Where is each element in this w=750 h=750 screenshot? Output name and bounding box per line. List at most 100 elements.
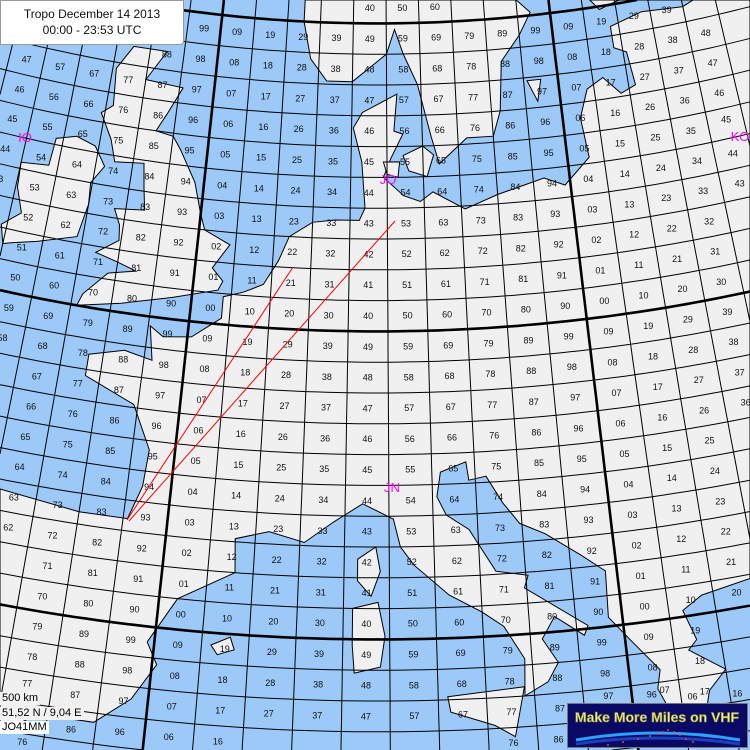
square-label-JN67: 67 [446, 402, 456, 412]
square-label-JN46: 46 [362, 434, 372, 444]
square-label-KO15: 15 [615, 138, 625, 148]
square-label-JO61: 61 [441, 279, 451, 289]
square-label-JO05: 05 [220, 150, 230, 160]
field-label-KO: KO [731, 129, 750, 144]
square-label-JN75: 75 [491, 461, 501, 471]
square-label-IN63: 63 [9, 492, 19, 502]
square-label-IN77: 77 [73, 379, 83, 389]
square-label-JN16: 16 [236, 429, 246, 439]
square-parallel [0, 635, 750, 671]
square-label-IO75: 75 [113, 136, 123, 146]
square-label-JN57: 57 [404, 403, 414, 413]
square-label-JN69: 69 [443, 340, 453, 350]
square-label-JO44: 44 [364, 188, 374, 198]
square-parallel [0, 36, 750, 86]
square-parallel [0, 541, 750, 579]
square-label-JO24: 24 [290, 186, 300, 196]
square-meridian [340, 0, 355, 750]
square-label-JN34: 34 [318, 495, 328, 505]
square-label-JO90: 90 [560, 301, 570, 311]
square-label-JO51: 51 [402, 280, 412, 290]
square-label-JO54: 54 [400, 188, 410, 198]
square-label-IO47: 47 [22, 54, 32, 64]
square-label-KM16: 16 [732, 689, 742, 699]
square-label-KO46: 46 [714, 88, 724, 98]
square-label-IO54: 54 [36, 152, 46, 162]
square-label-IN59: 59 [4, 303, 14, 313]
square-label-KO26: 26 [645, 102, 655, 112]
square-label-JN12: 12 [227, 552, 237, 562]
square-label-KO38: 38 [668, 35, 678, 45]
square-label-KO36: 36 [680, 96, 690, 106]
square-label-JO11: 11 [247, 276, 256, 286]
square-label-IM79: 79 [32, 622, 42, 632]
square-label-JO36: 36 [329, 126, 339, 136]
square-label-JO71: 71 [480, 277, 490, 287]
square-label-JP50: 50 [397, 3, 407, 13]
square-label-JN93: 93 [583, 515, 593, 525]
square-label-IO50: 50 [10, 273, 20, 283]
square-label-IN67: 67 [32, 371, 42, 381]
square-label-IN72: 72 [47, 531, 57, 541]
square-label-KO31: 31 [710, 247, 720, 257]
square-label-KN20: 20 [731, 587, 741, 597]
square-label-JO35: 35 [328, 156, 338, 166]
square-label-KN37: 37 [735, 367, 745, 377]
square-label-KO37: 37 [674, 65, 684, 75]
square-label-JN72: 72 [497, 554, 507, 564]
square-label-JN23: 23 [273, 524, 283, 534]
square-label-JN76: 76 [489, 431, 499, 441]
land-mallorca [210, 636, 235, 656]
square-label-JN92: 92 [587, 546, 597, 556]
square-label-IO73: 73 [103, 196, 113, 206]
square-label-KO28: 28 [634, 42, 644, 52]
square-label-KO33: 33 [698, 186, 708, 196]
square-label-KO00: 00 [599, 296, 609, 306]
square-label-JN82: 82 [542, 550, 552, 560]
square-label-IM87: 87 [70, 690, 80, 700]
square-label-IO61: 61 [55, 250, 65, 260]
square-label-KN04: 04 [623, 479, 633, 489]
square-label-JP60: 60 [430, 2, 440, 12]
square-label-JO48: 48 [364, 65, 374, 75]
square-label-JO52: 52 [402, 249, 412, 259]
square-parallel [0, 131, 750, 178]
square-label-KN03: 03 [627, 510, 637, 520]
square-label-IM89: 89 [79, 629, 89, 639]
square-label-JM08: 08 [170, 671, 180, 681]
square-label-KN05: 05 [619, 449, 629, 459]
square-label-JM96: 96 [647, 690, 657, 700]
square-label-IO99: 99 [199, 23, 209, 33]
square-label-JN21: 21 [270, 586, 280, 596]
square-label-JN00: 00 [176, 610, 186, 620]
square-label-JO82: 82 [516, 243, 526, 253]
square-label-IN88: 88 [118, 355, 128, 365]
square-label-JN24: 24 [275, 493, 285, 503]
logo[interactable]: Make More Miles on VHF [567, 703, 748, 748]
square-label-IN68: 68 [38, 341, 48, 351]
square-label-JN14: 14 [231, 491, 241, 501]
square-label-KO21: 21 [672, 254, 682, 264]
square-label-JN62: 62 [452, 556, 462, 566]
square-label-JO42: 42 [363, 249, 373, 259]
square-label-IO56: 56 [49, 92, 59, 102]
square-parallel [0, 194, 750, 240]
square-label-JN48: 48 [363, 373, 373, 383]
square-label-JN65: 65 [448, 464, 458, 474]
square-label-JN85: 85 [534, 458, 544, 468]
square-label-KO34: 34 [692, 156, 702, 166]
square-label-IO65: 65 [78, 129, 88, 139]
square-label-JN78: 78 [485, 369, 495, 379]
land-sardinia [351, 601, 386, 674]
square-label-JN31: 31 [316, 587, 326, 597]
square-label-JO27: 27 [295, 93, 305, 103]
square-label-KO05: 05 [579, 144, 589, 154]
cursor-coordinates: 51,52 N / 9,04 E [0, 707, 84, 720]
square-label-JO87: 87 [503, 90, 513, 100]
square-label-JM19: 19 [220, 644, 230, 654]
square-label-JN87: 87 [529, 397, 539, 407]
square-label-JO01: 01 [208, 272, 218, 282]
title-box: Tropo December 14 2013 00:00 - 23:53 UTC [0, 0, 184, 45]
square-label-JN04: 04 [188, 487, 198, 497]
